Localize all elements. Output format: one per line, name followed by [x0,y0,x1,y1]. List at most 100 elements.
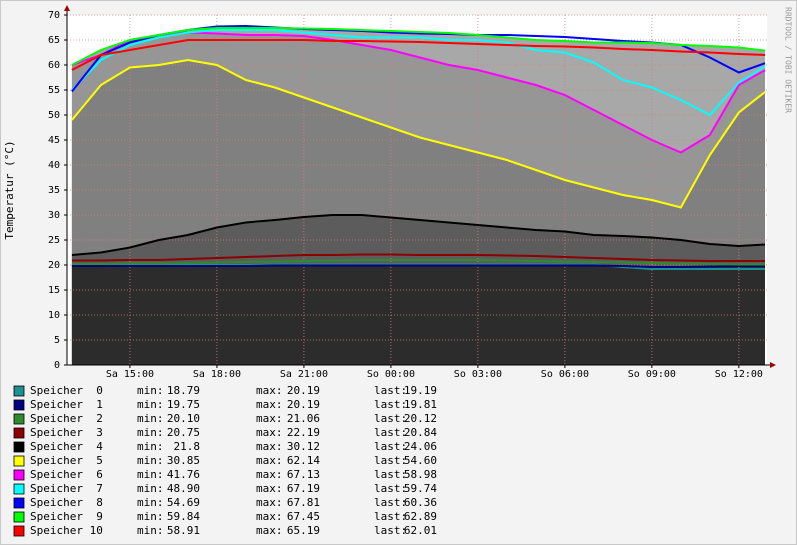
stat-label: min: [137,496,164,509]
x-tick-label: So 06:00 [541,369,589,380]
stat-label: min: [137,412,164,425]
stat-value: 62.14 [287,454,320,467]
stat-value: 19.75 [167,398,200,411]
stat-label: max: [256,384,283,397]
stat-value: 20.19 [287,398,320,411]
x-tick-label: Sa 15:00 [106,369,154,380]
stat-value: 58.91 [167,524,200,537]
legend-label: Speicher 10 [30,524,103,537]
stat-label: last: [374,468,407,481]
stat-label: min: [137,398,164,411]
stat-value: 48.90 [167,482,200,495]
series-line [71,58,766,209]
series-line [71,253,765,262]
x-tick-label: Sa 18:00 [193,369,241,380]
stat-value: 20.10 [167,412,200,425]
y-tick-label: 35 [48,185,60,196]
stat-value: 54.69 [167,496,200,509]
stat-label: last: [374,510,407,523]
stat-label: min: [137,482,164,495]
stat-value: 21.06 [287,412,320,425]
stat-value: 19.19 [404,384,437,397]
stat-value: 59.74 [404,482,437,495]
legend-swatch [13,427,25,439]
y-tick-label: 60 [48,60,60,71]
y-tick-label: 70 [48,10,60,21]
stat-label: max: [256,454,283,467]
y-tick-label: 65 [48,35,60,46]
stat-label: min: [137,454,164,467]
stat-value: 54.60 [404,454,437,467]
y-tick-label: 30 [48,210,60,221]
legend-label: Speicher 8 [30,496,103,509]
stat-value: 30.85 [167,454,200,467]
watermark: RRDTOOL / TOBI OETIKER [784,7,793,113]
stat-value: 21.8 [174,440,201,453]
stat-label: max: [256,398,283,411]
stat-value: 18.79 [167,384,200,397]
legend-label: Speicher 2 [30,412,103,425]
legend-swatch [13,525,25,537]
series-line [71,29,766,117]
legend-swatch [13,455,25,467]
legend-swatch [13,511,25,523]
stat-value: 67.13 [287,468,320,481]
x-tick-label: So 00:00 [367,369,415,380]
stat-value: 67.81 [287,496,320,509]
stat-label: last: [374,482,407,495]
stat-label: last: [374,412,407,425]
axis-arrow [770,362,776,368]
series-line [71,27,766,66]
legend-label: Speicher 1 [30,398,103,411]
legend-label: Speicher 0 [30,384,103,397]
legend-swatch [13,413,25,425]
stat-label: min: [137,468,164,481]
stat-label: min: [137,440,164,453]
legend-swatch [13,399,25,411]
legend-swatch [13,483,25,495]
stat-label: min: [137,510,164,523]
stat-label: last: [374,454,407,467]
stat-value: 62.89 [404,510,437,523]
legend-swatch [13,497,25,509]
stat-label: max: [256,496,283,509]
stat-value: 22.19 [287,426,320,439]
y-tick-label: 55 [48,85,60,96]
y-tick-label: 40 [48,160,60,171]
y-tick-label: 15 [48,285,60,296]
series-line [71,39,766,71]
legend-label: Speicher 9 [30,510,103,523]
y-tick-label: 0 [54,360,60,371]
stat-label: max: [256,482,283,495]
legend-label: Speicher 7 [30,482,103,495]
stat-value: 67.19 [287,482,320,495]
stat-label: last: [374,440,407,453]
legend-label: Speicher 5 [30,454,103,467]
stat-value: 30.12 [287,440,320,453]
y-tick-label: 50 [48,110,60,121]
stat-value: 20.84 [404,426,437,439]
x-tick-label: So 09:00 [628,369,676,380]
stat-label: last: [374,524,407,537]
stat-value: 24.06 [404,440,437,453]
stat-label: max: [256,426,283,439]
stat-label: min: [137,524,164,537]
stat-label: max: [256,440,283,453]
stat-value: 41.76 [167,468,200,481]
x-tick-label: Sa 21:00 [280,369,328,380]
series-line [71,214,766,256]
x-tick-label: So 12:00 [715,369,763,380]
stat-label: max: [256,510,283,523]
stat-value: 20.12 [404,412,437,425]
stat-label: last: [374,496,407,509]
y-tick-label: 25 [48,235,60,246]
series-line [71,259,765,266]
stat-label: last: [374,384,407,397]
stat-value: 20.75 [167,426,200,439]
stat-value: 19.81 [404,398,437,411]
y-tick-label: 20 [48,260,60,271]
y-tick-label: 45 [48,135,60,146]
stat-label: min: [137,384,164,397]
stat-value: 60.36 [404,496,437,509]
